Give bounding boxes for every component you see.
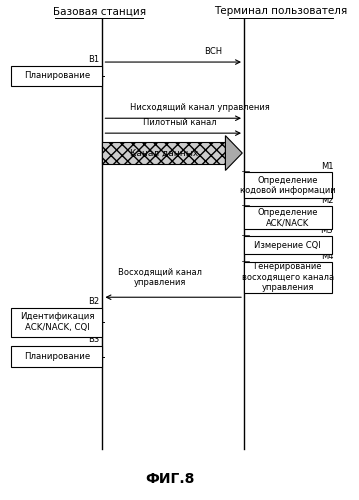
FancyBboxPatch shape (244, 172, 332, 199)
FancyBboxPatch shape (11, 66, 102, 86)
Text: Пилотный канал: Пилотный канал (143, 118, 217, 127)
Text: Измерение CQI: Измерение CQI (255, 240, 321, 250)
Text: B2: B2 (88, 296, 99, 306)
Text: Определение
кодовой информации: Определение кодовой информации (240, 176, 336, 195)
Text: B1: B1 (88, 54, 99, 64)
Text: Генерирование
восходящего канала
управления: Генерирование восходящего канала управле… (242, 262, 334, 292)
FancyBboxPatch shape (102, 142, 225, 165)
FancyBboxPatch shape (11, 346, 102, 368)
Text: M4: M4 (321, 252, 333, 261)
Text: B3: B3 (88, 336, 99, 344)
Text: Планирование: Планирование (24, 352, 90, 362)
Text: Определение
ACK/NACK: Определение ACK/NACK (257, 208, 318, 228)
FancyBboxPatch shape (11, 308, 102, 336)
Text: M2: M2 (321, 196, 333, 205)
FancyBboxPatch shape (244, 236, 332, 255)
FancyBboxPatch shape (244, 262, 332, 293)
Text: ФИГ.8: ФИГ.8 (145, 472, 195, 486)
Text: Восходящий канал
управления: Восходящий канал управления (118, 268, 202, 287)
Polygon shape (225, 136, 242, 170)
Text: Базовая станция: Базовая станция (52, 6, 146, 16)
Text: Канал данных: Канал данных (130, 148, 198, 158)
Text: Планирование: Планирование (24, 72, 90, 80)
Text: Идентификация
ACK/NACK, CQI: Идентификация ACK/NACK, CQI (20, 312, 94, 332)
FancyBboxPatch shape (244, 206, 332, 229)
Text: Нисходящий канал управления: Нисходящий канал управления (130, 104, 270, 112)
Text: Терминал пользователя: Терминал пользователя (214, 6, 348, 16)
Text: ВСН: ВСН (205, 47, 223, 56)
Text: M3: M3 (321, 226, 333, 234)
Text: M1: M1 (321, 162, 333, 172)
